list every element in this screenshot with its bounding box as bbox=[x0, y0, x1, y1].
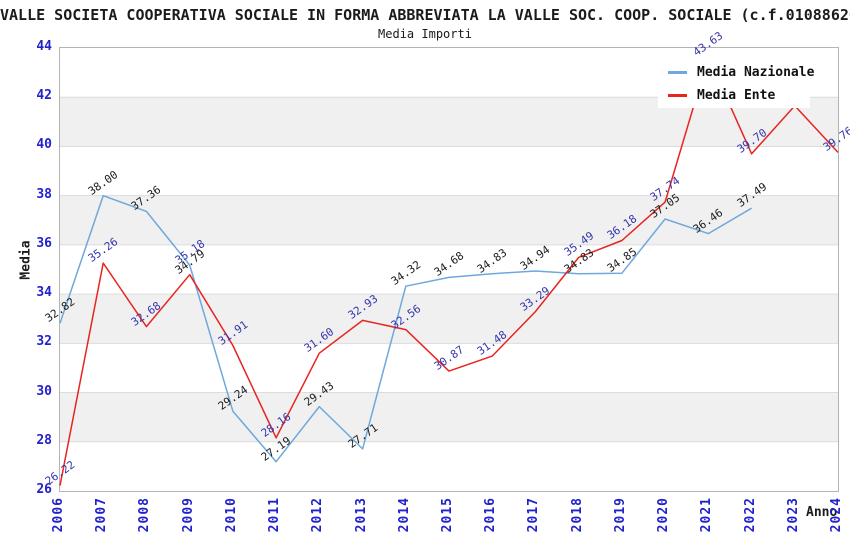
x-tick-label: 2010 bbox=[223, 497, 239, 533]
data-point-label: 29.43 bbox=[302, 378, 337, 409]
data-point-label: 36.46 bbox=[691, 205, 726, 236]
y-tick-label: 30 bbox=[36, 383, 52, 399]
data-point-label: 32.93 bbox=[345, 292, 380, 323]
data-point-label: 35.26 bbox=[85, 235, 121, 265]
data-point-label: 36.18 bbox=[604, 212, 640, 243]
data-point-label: 29.24 bbox=[215, 383, 251, 414]
x-tick-label: 2023 bbox=[785, 497, 801, 533]
y-tick-label: 36 bbox=[36, 235, 52, 251]
grid-band bbox=[60, 294, 838, 344]
grid-band bbox=[60, 195, 838, 245]
y-tick-label: 32 bbox=[36, 334, 52, 350]
data-point-label: 34.85 bbox=[604, 245, 640, 276]
chart-subtitle: Media Importi bbox=[378, 27, 472, 41]
data-point-label: 33.29 bbox=[518, 283, 553, 314]
data-point-label: 28.16 bbox=[258, 410, 294, 440]
x-tick-label: 2016 bbox=[483, 497, 499, 533]
legend-label-media-nazionale: Media Nazionale bbox=[697, 64, 815, 80]
data-point-label: 39.70 bbox=[734, 125, 769, 156]
x-tick-label: 2011 bbox=[267, 497, 283, 533]
data-point-label: 27.71 bbox=[345, 421, 380, 451]
x-tick-label: 2009 bbox=[180, 497, 196, 533]
legend-swatch-media-ente bbox=[668, 93, 687, 97]
data-point-label: 32.56 bbox=[388, 301, 424, 332]
data-point-label: 34.32 bbox=[388, 258, 424, 289]
x-tick-label: 2008 bbox=[137, 497, 153, 533]
grid-band bbox=[60, 392, 838, 442]
legend-box: Media Nazionale Media Ente bbox=[658, 56, 814, 108]
data-point-label: 38.00 bbox=[85, 167, 121, 198]
x-tick-label: 2014 bbox=[396, 497, 412, 533]
x-tick-label: 2006 bbox=[51, 497, 66, 533]
series-line-media-nazionale bbox=[59, 194, 752, 463]
data-point-label: 34.83 bbox=[474, 245, 510, 276]
data-point-label: 31.60 bbox=[302, 325, 337, 355]
x-tick-label: 2017 bbox=[526, 497, 542, 533]
data-point-label: 39.76 bbox=[820, 124, 850, 155]
data-point-label: 30.87 bbox=[431, 343, 467, 373]
chart-main-title: VALLE SOCIETA COOPERATIVA SOCIALE IN FOR… bbox=[0, 6, 850, 24]
data-point-label: 37.49 bbox=[734, 180, 769, 211]
y-tick-label: 34 bbox=[36, 285, 52, 301]
x-tick-label: 2013 bbox=[353, 497, 369, 533]
data-point-label: 34.94 bbox=[518, 243, 553, 273]
data-point-label: 31.91 bbox=[215, 317, 251, 348]
y-tick-label: 38 bbox=[36, 186, 52, 202]
x-tick-label: 2007 bbox=[94, 497, 110, 533]
x-tick-label: 2022 bbox=[742, 497, 758, 533]
legend-item-media-nazionale: Media Nazionale bbox=[668, 64, 814, 80]
chart-canvas bbox=[59, 56, 839, 486]
x-tick-label: 2018 bbox=[569, 497, 585, 533]
data-point-label: 34.68 bbox=[431, 249, 467, 280]
data-point-label: 27.19 bbox=[258, 433, 294, 464]
plot-area: 32.82 38.00 37.36 35.18 29.24 27.19 29.43 27.71… bbox=[43, 29, 850, 492]
x-tick-label: 2021 bbox=[699, 497, 715, 533]
y-tick-label: 42 bbox=[36, 88, 52, 104]
y-tick-label: 28 bbox=[36, 432, 52, 448]
x-tick-label: 2015 bbox=[440, 497, 455, 533]
y-tick-label: 44 bbox=[36, 39, 52, 54]
data-point-labels-layer: 32.82 38.00 37.36 35.18 29.24 27.19 29.43 27.71… bbox=[43, 29, 850, 491]
legend-swatch-media-nazionale bbox=[668, 70, 687, 74]
data-point-label: 37.36 bbox=[129, 183, 164, 214]
y-tick-label: 26 bbox=[36, 482, 52, 497]
x-tick-label: 2020 bbox=[656, 497, 672, 533]
legend-item-media-ente: Media Ente bbox=[668, 87, 775, 103]
x-tick-label: 2019 bbox=[612, 497, 628, 533]
y-tick-label: 40 bbox=[36, 137, 52, 153]
data-point-label: 26.22 bbox=[42, 457, 78, 488]
legend-label-media-ente: Media Ente bbox=[697, 87, 776, 103]
x-tick-label: 2012 bbox=[310, 497, 326, 533]
data-point-label: 31.48 bbox=[474, 328, 510, 358]
x-tick-label: 2024 bbox=[829, 497, 844, 533]
data-point-label: 32.68 bbox=[129, 298, 164, 329]
x-axis-title: Anno bbox=[806, 505, 838, 520]
